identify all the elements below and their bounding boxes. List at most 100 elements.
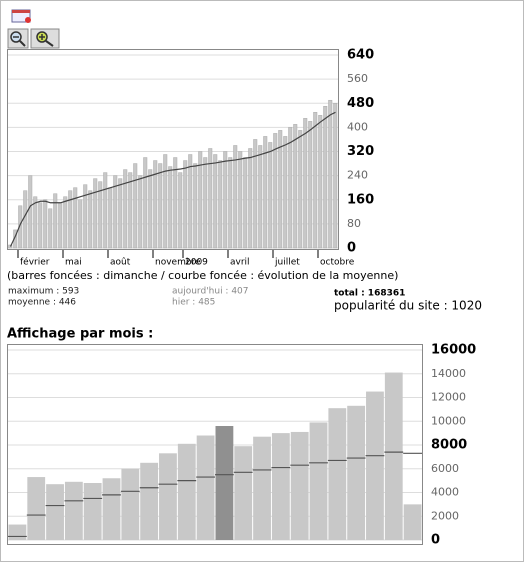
- stat-total: total : 168361: [334, 289, 405, 299]
- bar: [118, 178, 123, 249]
- y-tick-label: 16000: [431, 343, 476, 358]
- x-tick-label: octobre: [320, 258, 355, 268]
- bar: [143, 157, 148, 249]
- bar: [163, 154, 168, 249]
- bar: [238, 151, 243, 249]
- bar: [73, 187, 78, 249]
- bar: [258, 145, 263, 249]
- bar: [323, 106, 328, 249]
- bar: [233, 145, 238, 249]
- stat-yesterday: hier : 485: [172, 298, 215, 308]
- bar: [33, 196, 38, 249]
- bar: [93, 178, 98, 249]
- y-tick-label: 160: [347, 192, 374, 207]
- y-tick-label: 14000: [431, 367, 466, 380]
- bar: [271, 433, 290, 540]
- stat-moyenne: moyenne : 446: [8, 298, 76, 308]
- bar: [253, 139, 258, 249]
- bar: [168, 166, 173, 249]
- bar: [8, 244, 13, 249]
- bar: [159, 453, 177, 540]
- section-title: Affichage par mois :: [7, 327, 153, 342]
- bar: [53, 193, 58, 249]
- y-tick-label: 0: [347, 241, 356, 256]
- bar: [328, 408, 347, 540]
- bar: [283, 136, 288, 249]
- y-tick-label: 2000: [431, 509, 459, 522]
- bar: [27, 477, 46, 540]
- bar: [215, 426, 234, 540]
- bar: [253, 436, 271, 540]
- bar: [102, 478, 121, 540]
- zoom-in[interactable]: [30, 28, 60, 49]
- bar: [108, 187, 113, 249]
- bar: [347, 405, 366, 540]
- bar: [273, 133, 278, 249]
- bar: [78, 199, 83, 249]
- bar: [298, 130, 303, 249]
- bar: [366, 391, 384, 540]
- bar: [123, 169, 128, 249]
- y-tick-label: 10000: [431, 414, 466, 427]
- bar: [140, 462, 159, 540]
- stat-maximum: maximum : 593: [8, 287, 79, 297]
- y-tick-label: 0: [431, 533, 440, 548]
- bar: [223, 151, 228, 249]
- bar: [288, 127, 293, 249]
- bar: [48, 208, 53, 249]
- y-tick-label: 640: [347, 48, 374, 63]
- x-tick-label: novembre: [155, 258, 201, 268]
- bar: [148, 169, 153, 249]
- x-tick-label: août: [110, 258, 131, 268]
- x-tick-label: juillet: [274, 258, 300, 268]
- bar: [113, 175, 118, 249]
- bar: [263, 136, 268, 249]
- x-tick-label: février: [20, 257, 50, 268]
- bar: [309, 422, 328, 540]
- bar: [8, 524, 27, 540]
- bar: [138, 175, 143, 249]
- bar: [103, 172, 108, 249]
- bar: [121, 468, 140, 540]
- bar: [243, 157, 248, 249]
- bar: [46, 484, 64, 540]
- bar: [303, 118, 308, 249]
- bar: [88, 190, 93, 249]
- bar: [188, 154, 193, 249]
- bar: [196, 435, 215, 540]
- zoom-out[interactable]: [7, 28, 29, 49]
- x-tick-label: 2009: [185, 258, 208, 268]
- bar: [218, 160, 223, 249]
- bar: [83, 483, 102, 540]
- bar: [308, 121, 313, 249]
- bar: [203, 157, 208, 249]
- bar: [198, 151, 203, 249]
- y-tick-label: 12000: [431, 391, 466, 404]
- bar: [313, 112, 318, 249]
- bar: [248, 148, 253, 249]
- bar: [278, 130, 283, 249]
- bar: [234, 446, 253, 540]
- y-tick-label: 80: [347, 217, 361, 230]
- legend-note: (barres foncées : dimanche / courbe fonc…: [7, 269, 398, 282]
- bar: [133, 163, 138, 249]
- y-tick-label: 8000: [431, 438, 467, 453]
- bar: [153, 160, 158, 249]
- bar: [384, 372, 403, 540]
- x-tick-label: avril: [230, 258, 250, 268]
- bar: [193, 163, 198, 249]
- bar: [18, 205, 23, 249]
- bar: [328, 99, 333, 249]
- y-tick-label: 4000: [431, 486, 459, 499]
- bar: [333, 103, 338, 249]
- stat-today: aujourd'hui : 407: [172, 287, 249, 297]
- bar: [213, 154, 218, 249]
- bar: [58, 202, 63, 249]
- y-tick-label: 480: [347, 96, 374, 111]
- y-tick-label: 560: [347, 72, 368, 85]
- y-tick-label: 400: [347, 120, 368, 133]
- bar: [38, 202, 43, 249]
- bar: [128, 172, 133, 249]
- calendar-icon[interactable]: [11, 9, 31, 23]
